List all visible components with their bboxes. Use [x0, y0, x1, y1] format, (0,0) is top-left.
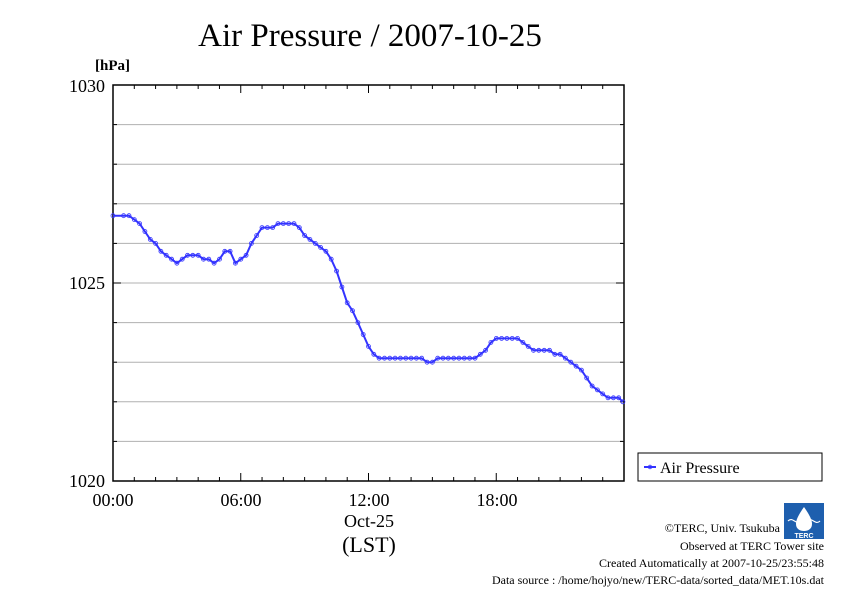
x-tick-label-1200: 12:00 — [348, 490, 389, 510]
chart-title: Air Pressure / 2007-10-25 — [198, 18, 542, 54]
data-point — [477, 351, 483, 357]
data-point — [137, 221, 143, 227]
data-point — [595, 387, 600, 393]
terc-logo: TERC — [784, 503, 824, 540]
data-point — [312, 240, 318, 246]
data-point — [563, 355, 568, 361]
y-ticks — [113, 84, 624, 482]
y-axis-label: [hPa] — [95, 58, 130, 74]
data-point — [169, 256, 175, 262]
credit-source: Data source : /home/hojyo/new/TERC-data/… — [492, 573, 825, 587]
data-point — [371, 351, 377, 357]
credit-observed: Observed at TERC Tower site — [680, 539, 824, 553]
series-line-air-pressure — [113, 214, 624, 403]
data-point — [323, 248, 329, 254]
data-point — [568, 359, 574, 365]
data-point — [296, 225, 302, 231]
data-point — [142, 229, 148, 234]
data-point — [302, 233, 308, 238]
data-point — [600, 391, 606, 397]
x-tick-label-1800: 18:00 — [476, 490, 517, 510]
data-point — [318, 244, 324, 250]
credit-copyright: ©TERC, Univ. Tsukuba — [665, 521, 781, 535]
data-point — [584, 375, 590, 381]
data-point — [579, 367, 584, 373]
y-tick-label-1020: 1020 — [69, 471, 105, 491]
legend-marker — [647, 464, 653, 470]
data-point — [211, 260, 217, 266]
data-point — [158, 248, 164, 254]
logo-text: TERC — [794, 533, 813, 540]
data-point — [307, 236, 313, 242]
credit-created: Created Automatically at 2007-10-25/23:5… — [599, 556, 824, 570]
grid-lines — [113, 124, 624, 442]
data-point — [238, 256, 244, 262]
data-point — [520, 339, 526, 345]
data-point — [179, 256, 185, 262]
data-point — [488, 339, 494, 345]
x-date-label: Oct-25 — [344, 511, 394, 531]
data-point — [525, 343, 531, 349]
data-point — [254, 233, 260, 238]
data-point — [163, 252, 169, 258]
data-point — [153, 240, 159, 246]
x-tick-label-0000: 00:00 — [92, 490, 133, 510]
data-point — [174, 260, 180, 266]
data-point — [573, 363, 579, 369]
legend-box — [637, 452, 823, 482]
data-point — [147, 236, 153, 242]
legend-label: Air Pressure — [660, 460, 740, 477]
y-tick-label-1030: 1030 — [69, 76, 105, 96]
data-point — [131, 217, 137, 223]
x-ticks — [112, 85, 625, 481]
y-tick-label-1025: 1025 — [69, 273, 105, 293]
data-point — [483, 347, 489, 353]
data-point — [589, 383, 595, 389]
data-point — [620, 399, 626, 405]
x-tick-label-0600: 06:00 — [220, 490, 261, 510]
x-unit-label: (LST) — [342, 532, 396, 557]
data-point — [217, 256, 222, 262]
